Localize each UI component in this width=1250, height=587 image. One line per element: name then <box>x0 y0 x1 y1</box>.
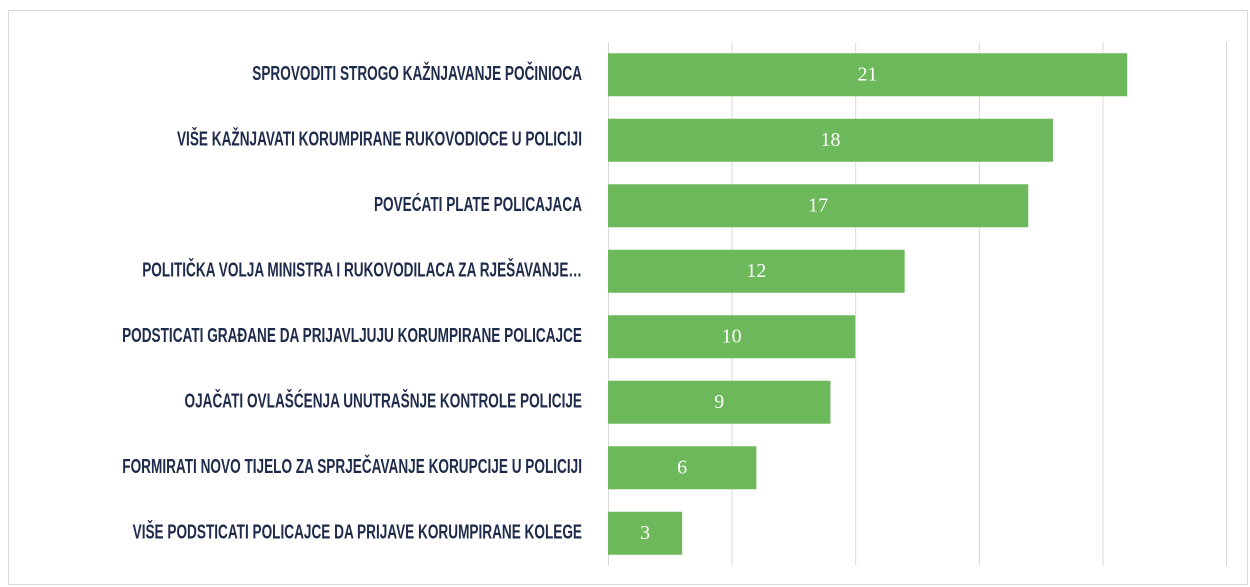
value-label: 9 <box>714 391 724 413</box>
bar <box>608 53 1128 97</box>
bar <box>608 380 831 424</box>
value-label: 18 <box>820 129 840 151</box>
bar <box>608 184 1029 228</box>
value-label: 17 <box>808 194 828 216</box>
bar <box>608 315 856 359</box>
bar <box>608 118 1053 162</box>
category-label: OJAČATI OVLAŠĆENJA UNUTRAŠNJE KONTROLE P… <box>185 389 582 413</box>
category-label: FORMIRATI NOVO TIJELO ZA SPRJEČAVANJE KO… <box>122 454 582 478</box>
bar <box>608 249 905 293</box>
value-label: 21 <box>858 63 878 85</box>
value-label: 10 <box>722 325 742 347</box>
value-label: 3 <box>640 522 650 544</box>
category-label: POLITIČKA VOLJA MINISTRA I RUKOVODILACA … <box>142 258 582 282</box>
category-label: SPROVODITI STROGO KAŽNJAVANJE POČINIOCA <box>252 61 582 85</box>
bar <box>608 511 683 555</box>
bar <box>608 446 757 490</box>
value-label: 6 <box>677 456 687 478</box>
category-label: VIŠE PODSTICATI POLICAJCE DA PRIJAVE KOR… <box>133 520 582 544</box>
value-label: 12 <box>746 260 766 282</box>
category-label: PODSTICATI GRAĐANE DA PRIJAVLJUJU KORUMP… <box>122 325 582 347</box>
category-label: VIŠE KAŽNJAVATI KORUMPIRANE RUKOVODIOCE … <box>177 127 582 151</box>
chart-frame <box>8 10 1248 585</box>
category-label: POVEĆATI PLATE POLICAJACA <box>374 192 582 216</box>
